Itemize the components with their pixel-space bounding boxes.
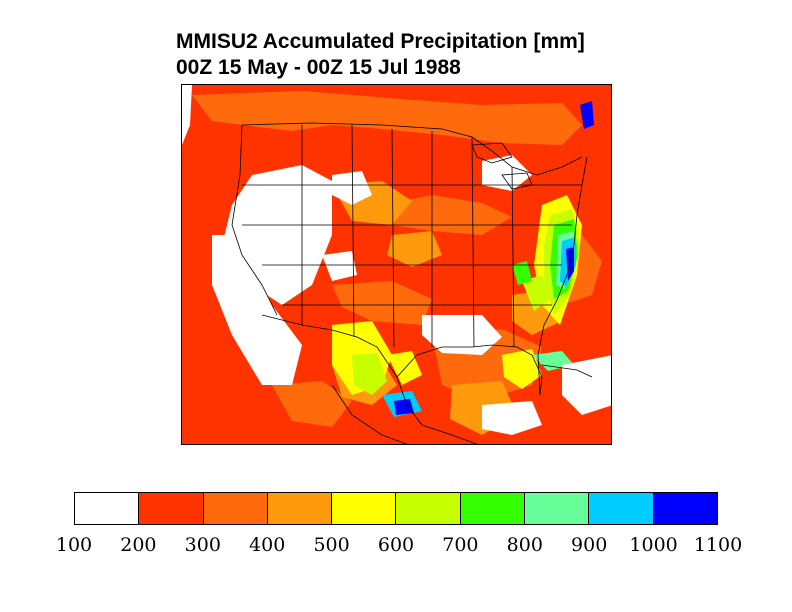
colorbar-tick-label: 800 [506,534,543,556]
colorbar-tick-label: 500 [313,534,350,556]
colorbar-tick-label: 1000 [629,534,678,556]
colorbar-tick-label: 300 [184,534,221,556]
map-canvas [182,85,611,444]
colorbar-swatch [75,493,140,524]
map-title: MMISU2 Accumulated Precipitation [mm] [176,30,585,53]
colorbar-tick-label: 900 [571,534,608,556]
colorbar-tick-label: 100 [55,534,93,556]
colorbar-swatch [460,493,526,524]
colorbar-swatch [653,493,717,524]
colorbar-swatch [332,493,397,524]
colorbar-tick-label: 400 [249,534,286,556]
colorbar-tick-label: 1100 [693,534,743,556]
colorbar-swatch [525,493,590,524]
colorbar-swatch [203,493,268,524]
colorbar-tick-label: 600 [377,534,415,556]
colorbar-swatch [589,493,654,524]
colorbar-swatch [267,493,333,524]
map-subtitle: 00Z 15 May - 00Z 15 Jul 1988 [176,56,461,79]
colorbar-swatch [396,493,461,524]
colorbar-tick-labels: 100 200 300 400 500 600 700 800 900 1000… [56,534,742,558]
colorbar-tick-label: 200 [120,534,157,556]
colorbar [74,492,718,525]
political-boundaries [231,122,593,444]
colorbar-swatch [139,493,204,524]
colorbar-tick-label: 700 [442,534,479,556]
precip-field-1000-1100 [394,101,594,415]
precip-field-below-200 [182,85,611,435]
precipitation-map [181,84,612,445]
